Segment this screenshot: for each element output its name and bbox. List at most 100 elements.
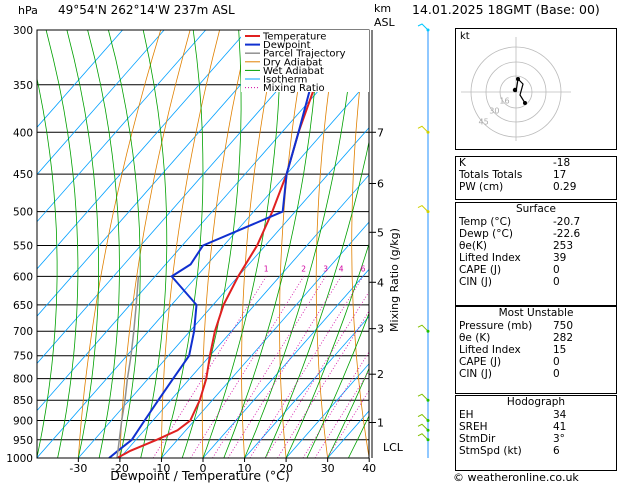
index-value: 0.29 <box>553 181 577 193</box>
legend-entry: Dewpoint <box>263 40 311 51</box>
dry-adiabat-line <box>241 30 279 458</box>
most-unstable-title: Most Unstable <box>498 307 574 319</box>
wind-barb-dot <box>426 438 430 442</box>
surface-value: -20.7 <box>553 216 581 228</box>
index-label: Totals Totals <box>459 169 523 181</box>
most-unstable-row: θe (K) 282 <box>456 332 616 344</box>
mixing-ratio-axis-title: Mixing Ratio (g/kg) <box>388 228 401 332</box>
x-tick-label: 0 <box>200 462 207 475</box>
dry-adiabat-line <box>119 30 191 458</box>
wet-adiabat-line <box>327 367 369 458</box>
index-row: Totals Totals 17 <box>456 169 616 181</box>
wind-barb <box>417 324 429 332</box>
hodograph-stat-label: EH <box>459 409 474 421</box>
wet-adiabat-line <box>306 312 369 458</box>
hodograph-stat-label: StmDir <box>459 433 496 445</box>
mixing-ratio-label: 16 <box>411 264 421 273</box>
wet-adiabat-line <box>223 30 320 458</box>
pressure-tick-label: 850 <box>13 395 33 407</box>
wind-barb-dot <box>426 398 430 402</box>
most-unstable-row: CAPE (J) 0 <box>456 356 616 368</box>
surface-label: CIN (J) <box>459 276 492 288</box>
mixing-ratio-line <box>326 389 369 458</box>
copyright-notice: © weatheronline.co.uk <box>453 471 579 484</box>
wet-adiabat-line <box>66 30 99 458</box>
surface-title: Surface <box>515 203 556 215</box>
mixing-ratio-label: 3 <box>323 264 328 273</box>
x-axis-title: Dewpoint / Temperature (°C) <box>110 468 289 483</box>
hodograph-stat-row: StmDir 3° <box>456 433 616 445</box>
wind-barb-dot <box>426 329 430 333</box>
dry-adiabat-line <box>315 30 338 458</box>
series-group: 12346810162025 <box>108 30 421 458</box>
hodograph-stat-label: StmSpd (kt) <box>459 445 522 457</box>
mixing-ratio-line <box>314 370 369 458</box>
mixing-ratio-line <box>302 351 369 458</box>
surface-value: 0 <box>553 276 560 288</box>
pressure-tick-label: 950 <box>13 435 33 447</box>
wind-barb <box>417 393 429 401</box>
index-label: K <box>459 157 466 169</box>
mixing-ratio-label: 8 <box>376 264 381 273</box>
wind-barb-dot <box>426 419 430 423</box>
hodograph-table: Hodograph EH 34 SREH 41 StmDir 3° StmSpd (kt) 6 <box>455 395 617 471</box>
legend-entry: Wet Adiabat <box>263 66 324 77</box>
most-unstable-value: 0 <box>553 356 560 368</box>
series-dewpoint <box>108 30 348 458</box>
hodograph-stat-value: 41 <box>553 421 567 433</box>
km-tick-label: 6 <box>377 177 384 190</box>
isotherm-line <box>37 30 206 223</box>
wind-barb <box>417 23 429 31</box>
legend-entry: Mixing Ratio <box>263 83 325 94</box>
most-unstable-value: 15 <box>553 344 567 356</box>
surface-row: Temp (°C) -20.7 <box>456 216 616 228</box>
axes-group: 3003504004505005506006507007508008509009… <box>6 23 430 475</box>
mixing-ratio-line <box>277 310 369 458</box>
pressure-tick-label: 550 <box>13 240 33 252</box>
hodograph-table-title: Hodograph <box>506 396 566 408</box>
isotherm-line <box>119 174 369 458</box>
wet-adiabat-line <box>181 30 242 458</box>
pressure-tick-label: 900 <box>13 416 33 428</box>
pressure-tick-label: 700 <box>13 326 33 338</box>
dry-adiabat-line <box>351 30 369 458</box>
hodograph-ring-label: 16 <box>499 97 509 106</box>
hodograph-stat-label: SREH <box>459 421 488 433</box>
surface-row: CIN (J) 0 <box>456 276 616 288</box>
wind-barb-dot <box>426 428 430 432</box>
x-tick-label: 40 <box>362 462 376 475</box>
pressure-unit-label: hPa <box>18 4 38 17</box>
series-parcel-trajectory <box>116 276 140 458</box>
isotherm-line <box>37 30 123 128</box>
pressure-tick-label: 500 <box>13 207 33 219</box>
hodograph-stat-value: 34 <box>553 409 567 421</box>
most-unstable-value: 0 <box>553 368 560 380</box>
km-tick-label: 7 <box>377 126 384 139</box>
isotherm-line <box>37 30 290 317</box>
surface-row: CAPE (J) 0 <box>456 264 616 276</box>
surface-label: CAPE (J) <box>459 264 502 276</box>
wind-barb-dot <box>426 210 430 214</box>
wind-barb-dot <box>426 130 430 134</box>
surface-value: -22.6 <box>553 228 581 240</box>
wet-adiabat-line <box>264 139 369 458</box>
dry-adiabat-line <box>77 30 162 458</box>
wet-adiabat-line <box>161 30 204 458</box>
surface-row: θe(K) 253 <box>456 240 616 252</box>
legend-entry: Isotherm <box>263 75 307 86</box>
mixing-ratio-line <box>190 276 305 458</box>
most-unstable-table: Most Unstable Pressure (mb) 750 θe (K) 282 L… <box>455 306 617 394</box>
hodograph-point <box>523 101 527 105</box>
index-label: PW (cm) <box>459 181 504 193</box>
pressure-tick-label: 1000 <box>6 453 33 465</box>
dry-adiabat-line <box>201 30 250 458</box>
legend-background <box>241 30 369 92</box>
pressure-tick-label: 800 <box>13 374 33 386</box>
legend-entry: Parcel Trajectory <box>263 49 346 60</box>
wind-barb <box>417 423 429 431</box>
km-tick-label: 2 <box>377 368 384 381</box>
indices-table: K -18 Totals Totals 17 PW (cm) 0.29 <box>455 156 617 200</box>
isotherm-line <box>161 221 369 458</box>
wet-adiabat-line <box>285 242 369 458</box>
